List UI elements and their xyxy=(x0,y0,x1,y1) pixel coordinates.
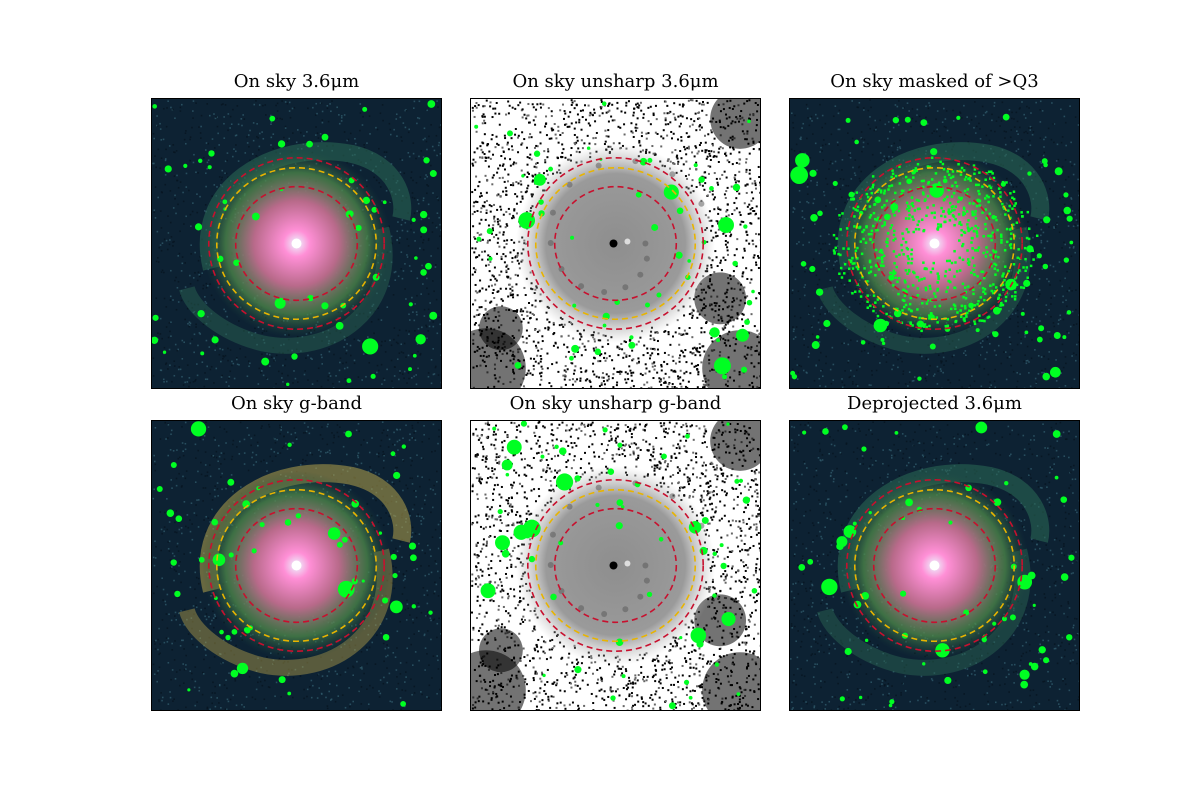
panel-deprojected-36um: Deprojected 3.6μm xyxy=(789,393,1080,711)
inner-ring xyxy=(553,185,678,302)
outer-ring xyxy=(208,478,385,653)
galaxy-svg xyxy=(790,99,1079,388)
annulus-rings xyxy=(208,156,385,331)
panel-onsky-36um: On sky 3.6μm xyxy=(151,71,442,389)
galaxy-image xyxy=(151,98,442,389)
panel-unsharp-36um: On sky unsharp 3.6μm xyxy=(470,71,761,389)
galaxy-nucleus xyxy=(291,238,302,249)
panel-title: On sky masked of >Q3 xyxy=(830,71,1039,92)
galaxy-nucleus xyxy=(929,560,940,571)
middle-ring xyxy=(853,488,1016,643)
galaxy-image xyxy=(470,420,761,711)
outer-ring xyxy=(846,156,1023,331)
panel-title: On sky unsharp g-band xyxy=(509,393,722,414)
galaxy-nucleus xyxy=(609,239,618,248)
noise-texture xyxy=(471,99,760,388)
outer-ring xyxy=(527,156,704,331)
q3-mask xyxy=(832,156,1039,333)
galaxy-nucleus xyxy=(291,560,302,571)
galaxy-svg xyxy=(471,421,760,710)
galaxy-nucleus xyxy=(609,561,618,570)
masked-stars xyxy=(152,100,438,387)
outer-ring xyxy=(527,478,704,653)
middle-ring xyxy=(534,488,697,643)
masked-stars xyxy=(480,421,758,710)
middle-ring xyxy=(215,488,378,643)
inner-ring xyxy=(234,507,359,624)
annulus-rings xyxy=(527,156,704,331)
annulus-rings xyxy=(208,478,385,653)
middle-ring xyxy=(215,166,378,321)
inner-ring xyxy=(872,507,997,624)
galaxy-svg xyxy=(152,421,441,710)
masked-stars xyxy=(474,101,755,380)
panel-masked-q3: On sky masked of >Q3 xyxy=(789,71,1080,389)
galaxy-nucleus xyxy=(929,238,940,249)
galaxy-image xyxy=(789,420,1080,711)
middle-ring xyxy=(534,166,697,321)
annulus-rings xyxy=(846,478,1023,653)
annulus-rings xyxy=(846,156,1023,331)
masked-stars xyxy=(790,113,1074,381)
galaxy-image xyxy=(151,420,442,711)
galaxy-svg xyxy=(152,99,441,388)
panel-title: On sky 3.6μm xyxy=(233,71,360,92)
inner-ring xyxy=(553,507,678,624)
outer-ring xyxy=(208,156,385,331)
panel-onsky-gband: On sky g-band xyxy=(151,393,442,711)
inner-ring xyxy=(872,185,997,302)
annulus-rings xyxy=(527,478,704,653)
inner-ring xyxy=(234,185,359,302)
galaxy-image xyxy=(470,98,761,389)
outer-ring xyxy=(846,478,1023,653)
masked-stars xyxy=(156,421,433,707)
panel-title: On sky g-band xyxy=(230,393,363,414)
galaxy-svg xyxy=(790,421,1079,710)
middle-ring xyxy=(853,166,1016,321)
panel-unsharp-gband: On sky unsharp g-band xyxy=(470,393,761,711)
galaxy-image xyxy=(789,98,1080,389)
panel-title: Deprojected 3.6μm xyxy=(847,393,1022,414)
galaxy-svg xyxy=(471,99,760,388)
panel-title: On sky unsharp 3.6μm xyxy=(512,71,719,92)
masked-stars xyxy=(798,421,1075,708)
